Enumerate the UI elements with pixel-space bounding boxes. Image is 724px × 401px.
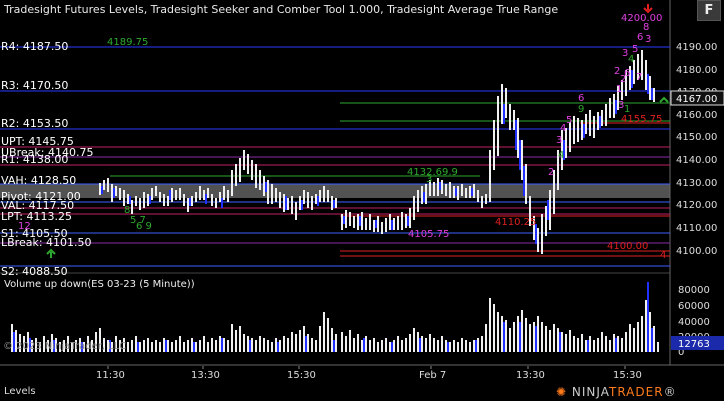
svg-text:3: 3 (426, 174, 432, 185)
svg-text:2: 2 (620, 74, 626, 85)
annotation: 4100.00 (607, 241, 648, 252)
svg-text:8: 8 (124, 205, 130, 216)
price-bars (99, 50, 655, 254)
volume-tick: 80000 (678, 285, 710, 296)
price-annotations: 4189.75 4132.69.9 4105.75 4110.25 4155.7… (107, 13, 662, 252)
price-tick: 4190.00 (676, 42, 717, 53)
svg-text:7: 7 (636, 72, 642, 83)
level-label: R3: 4170.50 (1, 79, 68, 92)
volume-bars (11, 282, 659, 352)
time-tick: 11:30 (96, 370, 125, 381)
price-tick: 4110.00 (676, 223, 717, 234)
price-tick: 4180.00 (676, 65, 717, 76)
value-area-band (0, 184, 670, 198)
volume-tick: 60000 (678, 301, 710, 312)
time-tick: Feb 7 (419, 370, 446, 381)
annotation: 4132.69.9 (407, 167, 458, 178)
price-tick: 4120.00 (676, 200, 717, 211)
svg-text:12: 12 (18, 221, 31, 232)
annotation: 4200.00 (621, 13, 662, 24)
time-tick: 13:30 (191, 370, 220, 381)
annotation: 4155.75 (621, 114, 662, 125)
svg-text:4: 4 (628, 54, 634, 65)
annotation: 4110.25 (495, 217, 536, 228)
svg-text:5 7: 5 7 (130, 215, 146, 226)
level-label: Pivot: 4121.00 (1, 190, 81, 203)
time-tick: 15:30 (613, 370, 642, 381)
level-label: UPT: 4145.75 (1, 135, 74, 148)
time-tick: 15:30 (287, 370, 316, 381)
tab-levels[interactable]: Levels (4, 386, 36, 397)
chart-header-title: Tradesight Futures Levels, Tradesight Se… (4, 3, 559, 16)
volume-tick: 0 (678, 347, 684, 358)
level-labels: R4: 4187.50 R3: 4170.50 R2: 4153.50 UPT:… (1, 40, 93, 278)
svg-text:9: 9 (578, 104, 584, 115)
level-label: R1: 4138.00 (1, 153, 68, 166)
level-label: VAH: 4128.50 (1, 174, 76, 187)
level-label: S2: 4088.50 (1, 265, 68, 278)
svg-text:2: 2 (548, 167, 554, 178)
svg-text:4: 4 (558, 150, 564, 161)
volume-tick: 40000 (678, 317, 710, 328)
svg-text:1: 1 (624, 104, 630, 115)
current-price-label: 4167.00 (676, 94, 717, 105)
svg-text:1: 1 (616, 84, 622, 95)
svg-text:6: 6 (624, 68, 630, 79)
svg-text:5: 5 (566, 115, 572, 126)
logo-icon: ✺ (556, 385, 568, 399)
price-tick: 4150.00 (676, 132, 717, 143)
price-tick: 4130.00 (676, 178, 717, 189)
time-tick: 13:30 (516, 370, 545, 381)
svg-text:4: 4 (660, 250, 666, 261)
current-volume-label: 12763 (678, 339, 710, 350)
level-label: LBreak: 4101.50 (1, 236, 92, 249)
svg-text:3: 3 (556, 135, 562, 146)
volume-panel-title: Volume up down(ES 03-23 (5 Minute)) (4, 279, 195, 290)
current-price-marker (670, 90, 724, 106)
price-tick: 4140.00 (676, 155, 717, 166)
price-tick: 4100.00 (676, 246, 717, 257)
current-volume-marker (671, 336, 724, 350)
price-tick: 4160.00 (676, 110, 717, 121)
svg-text:2: 2 (614, 66, 620, 77)
level-label: LPT: 4113.25 (1, 210, 72, 223)
svg-text:3: 3 (622, 48, 628, 59)
annotation: 4189.75 (107, 37, 148, 48)
svg-text:3: 3 (618, 100, 624, 111)
svg-text:8: 8 (643, 22, 649, 33)
level-label: R2: 4153.50 (1, 117, 68, 130)
svg-text:6 9: 6 9 (136, 221, 152, 232)
signal-markers: 8 5 7 6 9 12 3 2 3 4 5 4 6 9 1 2 2 3 4 5… (18, 4, 669, 261)
svg-text:6: 6 (637, 32, 643, 43)
svg-text:4: 4 (560, 123, 566, 134)
copyright-text: © 2023 NinjaTrader, LLC (3, 341, 127, 352)
level-label: VAL: 4117.50 (1, 199, 74, 212)
annotation: 4105.75 (408, 229, 449, 240)
time-axis: 11:30 13:30 15:30 Feb 7 13:30 15:30 (96, 366, 642, 381)
level-label: R4: 4187.50 (1, 40, 68, 53)
fullscreen-button[interactable]: F (697, 0, 721, 21)
svg-text:3: 3 (645, 34, 651, 45)
level-label: UBreak: 4140.75 (1, 146, 93, 159)
svg-text:5: 5 (632, 44, 638, 55)
svg-text:6: 6 (578, 93, 584, 104)
ninjatrader-logo: ✺ NINJATRADER® (556, 385, 677, 399)
level-label: S1: 4105.50 (1, 227, 68, 240)
